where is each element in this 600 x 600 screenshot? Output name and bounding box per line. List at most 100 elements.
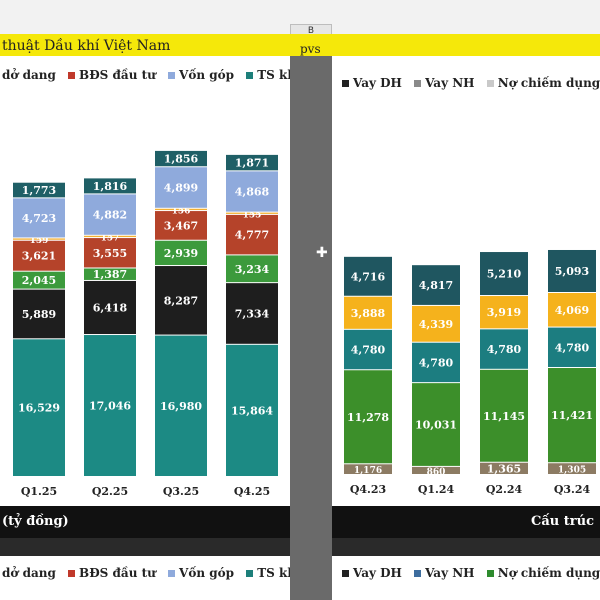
data-label: 3,621: [22, 250, 56, 263]
bar-segment: [344, 296, 392, 329]
data-label: 4,899: [164, 182, 198, 195]
legend-item-investment-property: BĐS đầu tư: [79, 566, 156, 580]
data-label: 4,780: [487, 343, 522, 356]
bar-segment: [480, 369, 528, 462]
data-label: 1,773: [22, 184, 56, 197]
bar-segment: [84, 268, 136, 280]
data-label: 4,868: [235, 185, 270, 198]
bar-segment: [13, 182, 65, 198]
data-label: 3,919: [487, 306, 521, 319]
data-label: 155: [243, 210, 262, 220]
data-label: 157: [101, 233, 120, 243]
legend-swatch-other-assets: [246, 71, 254, 79]
bar-segment: [13, 198, 65, 238]
bar-segment: [480, 252, 528, 296]
bar-segment: [84, 194, 136, 235]
legend-item-capital-contribution: Vốn góp: [179, 566, 235, 580]
bar-segment: [412, 265, 460, 305]
bar-segment: [412, 342, 460, 383]
data-label: 1,816: [93, 180, 128, 193]
right-legend: Vay DH Vay NH Nợ chiếm dụng: [342, 76, 600, 90]
legend-item-short-term-loans: Vay NH: [425, 566, 475, 580]
legend-swatch-long-term-loans: [342, 79, 349, 87]
legend-item-investment-property: BĐS đầu tư: [79, 68, 156, 82]
legend-swatch-capital-contribution: [168, 569, 176, 577]
bar-segment: [480, 462, 528, 474]
bar-segment: [84, 335, 136, 476]
left-bottom-panel: [0, 556, 290, 600]
left-footer-bar: (tỷ đồng): [0, 506, 290, 538]
legend-swatch-investment-property: [68, 569, 76, 577]
data-label: 5,210: [487, 268, 522, 281]
x-tick-label: Q1.24: [418, 483, 455, 496]
sheet-title: thuật Dầu khí Việt Nam: [2, 38, 171, 54]
legend-item-capital-contribution: Vốn góp: [179, 68, 235, 82]
data-label: 4,339: [419, 318, 453, 331]
legend-swatch-short-term-loans: [414, 569, 422, 577]
data-label: 4,069: [555, 304, 589, 317]
bar-segment: [155, 150, 207, 167]
bar-segment: [155, 208, 207, 211]
bar-segment: [84, 178, 136, 194]
data-label: 4,780: [555, 341, 590, 354]
bar-segment: [226, 212, 278, 214]
data-label: 1,365: [487, 462, 521, 475]
bar-segment: [344, 256, 392, 296]
right-bottom-panel: [332, 556, 600, 600]
right-footer-bar: Cấu trúc: [332, 506, 600, 538]
bar-segment: [84, 235, 136, 238]
x-tick-label: Q1.25: [21, 485, 57, 498]
data-label: 4,780: [419, 356, 454, 369]
data-label: 1,856: [164, 153, 199, 166]
data-label: 15,864: [231, 404, 273, 417]
bar-segment: [226, 283, 278, 344]
bar-segment: [13, 271, 65, 289]
data-label: 11,278: [347, 411, 389, 424]
data-label: 860: [427, 467, 446, 477]
bar-segment: [155, 335, 207, 476]
legend-item-wip: dở dang: [2, 566, 56, 580]
bar-segment: [13, 240, 65, 271]
data-label: 4,723: [22, 212, 56, 225]
legend-swatch-other-assets: [246, 569, 254, 577]
legend-item-short-term-loans: Vay NH: [425, 76, 475, 90]
bar-segment: [548, 249, 596, 293]
data-label: 17,046: [89, 400, 131, 413]
bar-segment: [155, 211, 207, 240]
bar-segment: [13, 289, 65, 339]
left-bottom-legend: dở dang BĐS đầu tư Vốn góp TS khác: [2, 566, 311, 580]
x-tick-label: Q4.23: [350, 483, 386, 496]
legend-swatch-long-term-loans: [342, 569, 349, 577]
data-label: 16,980: [160, 400, 202, 413]
bar-segment: [226, 154, 278, 171]
data-label: 159: [30, 236, 49, 246]
x-tick-label: Q4.25: [234, 485, 270, 498]
bar-segment: [412, 466, 460, 474]
bar-segment: [548, 368, 596, 463]
legend-swatch-occupied-debt: [486, 79, 494, 87]
x-tick-label: Q2.25: [92, 485, 128, 498]
bar-segment: [344, 370, 392, 464]
data-label: 1,305: [558, 466, 586, 476]
data-label: 4,777: [235, 229, 269, 242]
data-label: 3,888: [351, 307, 386, 320]
ticker-label: pvs: [300, 42, 321, 56]
bar-segment: [155, 167, 207, 208]
legend-item-long-term-loans: Vay DH: [353, 566, 402, 580]
data-label: 3,467: [164, 219, 198, 232]
legend-item-wip: dở dang: [2, 68, 56, 82]
data-label: 1,387: [93, 268, 127, 281]
bar-segment: [344, 329, 392, 370]
data-label: 5,889: [22, 308, 56, 321]
data-label: 16,529: [18, 402, 60, 415]
bar-segment: [548, 293, 596, 327]
frozen-pane-divider[interactable]: [290, 56, 332, 600]
bar-segment: [155, 266, 207, 335]
bar-segment: [480, 296, 528, 329]
bar-segment: [226, 214, 278, 255]
legend-swatch-occupied-debt: [486, 569, 494, 577]
x-tick-label: Q3.25: [163, 485, 199, 498]
data-label: 7,334: [235, 307, 270, 320]
legend-item-occupied-debt: Nợ chiếm dụng: [497, 566, 600, 580]
legend-swatch-short-term-loans: [414, 79, 422, 87]
